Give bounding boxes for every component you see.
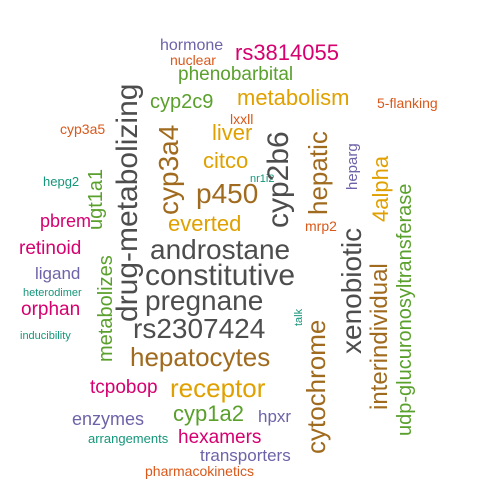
word-mrp2: mrp2 <box>305 218 337 234</box>
word-metabolizes: metabolizes <box>95 255 117 362</box>
word-hexamers: hexamers <box>178 427 262 448</box>
word-hpxr: hpxr <box>258 407 292 426</box>
word-inducibility: inducibility <box>20 330 71 342</box>
word-rs2307424: rs2307424 <box>133 313 266 344</box>
word-arrangements: arrangements <box>88 431 169 446</box>
word-interindividual: interindividual <box>366 263 393 410</box>
word-orphan: orphan <box>21 299 81 320</box>
word-transporters: transporters <box>200 446 291 465</box>
word-udp-glucuronosyltransferase: udp-glucuronosyltransferase <box>394 183 416 436</box>
word-p450: p450 <box>196 178 259 209</box>
word-pharmacokinetics: pharmacokinetics <box>145 463 254 479</box>
word-citco: citco <box>203 148 249 173</box>
word-nr1i2: nr1i2 <box>250 173 275 185</box>
word-ugt1a1: ugt1a1 <box>85 168 107 230</box>
word-hepg2: hepg2 <box>43 174 80 189</box>
word-hepatic: hepatic <box>303 131 333 215</box>
word-liver: liver <box>212 120 253 145</box>
word-pregnane: pregnane <box>145 285 264 316</box>
word-hepatocytes: hepatocytes <box>130 342 271 372</box>
word-retinoid: retinoid <box>19 238 82 259</box>
word-everted: everted <box>168 211 242 236</box>
word-cytochrome: cytochrome <box>301 319 331 454</box>
word-ligand: ligand <box>35 264 81 283</box>
word-constitutive: constitutive <box>145 259 296 292</box>
word-cyp3a4: cyp3a4 <box>153 124 184 215</box>
word-drug-metabolizing: drug-metabolizing <box>111 83 144 322</box>
word-4alpha: 4alpha <box>368 155 393 222</box>
word-metabolism: metabolism <box>237 85 350 110</box>
word-5-flanking: 5-flanking <box>377 95 438 111</box>
word-hormone: hormone <box>160 37 224 54</box>
word-receptor: receptor <box>170 373 266 403</box>
word-lxxll: lxxll <box>230 111 254 127</box>
word-androstane: androstane <box>150 234 291 265</box>
word-cyp2b6: cyp2b6 <box>262 131 295 228</box>
word-cyp1a2: cyp1a2 <box>173 401 244 426</box>
word-cyp2c9: cyp2c9 <box>150 91 214 113</box>
word-rs3814055: rs3814055 <box>235 40 339 65</box>
word-xenobiotic: xenobiotic <box>336 227 367 354</box>
word-cyp3a5: cyp3a5 <box>60 121 106 137</box>
word-enzymes: enzymes <box>72 409 145 429</box>
word-pbrem: pbrem <box>40 211 92 231</box>
word-heterodimer: heterodimer <box>23 287 82 299</box>
word-heparg: heparg <box>344 143 361 190</box>
word-nuclear: nuclear <box>170 52 216 68</box>
word-tcpobop: tcpobop <box>90 377 158 398</box>
word-phenobarbital: phenobarbital <box>178 64 294 85</box>
